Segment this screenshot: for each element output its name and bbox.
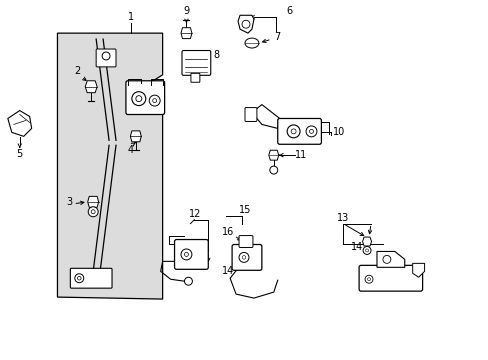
Circle shape [305, 126, 316, 137]
Text: 9: 9 [183, 6, 189, 16]
Circle shape [290, 129, 296, 134]
FancyBboxPatch shape [277, 118, 321, 144]
FancyBboxPatch shape [96, 49, 116, 67]
Circle shape [286, 125, 300, 138]
FancyBboxPatch shape [190, 73, 200, 82]
Ellipse shape [244, 38, 258, 48]
Circle shape [239, 252, 248, 262]
Text: 15: 15 [238, 205, 251, 215]
Polygon shape [87, 196, 99, 207]
FancyBboxPatch shape [70, 268, 112, 288]
Circle shape [91, 210, 95, 214]
FancyBboxPatch shape [182, 50, 210, 75]
Polygon shape [412, 264, 424, 277]
Text: 10: 10 [332, 127, 345, 138]
FancyBboxPatch shape [174, 239, 208, 269]
Circle shape [149, 95, 160, 106]
Text: 5: 5 [17, 149, 23, 159]
Polygon shape [251, 105, 279, 129]
Polygon shape [268, 150, 278, 160]
Circle shape [88, 207, 98, 217]
Circle shape [184, 252, 188, 256]
FancyBboxPatch shape [244, 108, 256, 121]
Text: 6: 6 [286, 6, 292, 16]
Text: 8: 8 [213, 50, 219, 60]
FancyBboxPatch shape [239, 235, 252, 247]
Circle shape [269, 166, 277, 174]
Circle shape [152, 99, 156, 103]
Text: 7: 7 [274, 32, 280, 42]
Circle shape [367, 278, 370, 281]
Circle shape [184, 277, 192, 285]
Text: 13: 13 [336, 213, 348, 223]
Text: 16: 16 [222, 226, 234, 237]
FancyBboxPatch shape [126, 81, 164, 114]
Polygon shape [130, 131, 141, 142]
Polygon shape [8, 111, 32, 136]
Text: 14: 14 [350, 243, 363, 252]
Text: 4: 4 [127, 145, 134, 155]
Text: 2: 2 [74, 66, 80, 76]
Circle shape [102, 52, 110, 60]
Circle shape [309, 129, 313, 133]
Text: 3: 3 [66, 197, 72, 207]
Circle shape [181, 249, 191, 260]
Circle shape [365, 249, 368, 252]
Polygon shape [376, 251, 404, 267]
Circle shape [382, 255, 390, 264]
Circle shape [136, 96, 142, 102]
Circle shape [132, 92, 145, 105]
Circle shape [242, 256, 245, 259]
FancyBboxPatch shape [232, 244, 262, 270]
Text: 1: 1 [127, 12, 134, 22]
Polygon shape [57, 33, 163, 299]
Polygon shape [181, 28, 191, 39]
Circle shape [242, 20, 249, 28]
Text: 14: 14 [222, 266, 234, 276]
Circle shape [362, 247, 370, 255]
Circle shape [77, 276, 81, 280]
Polygon shape [85, 81, 97, 93]
FancyBboxPatch shape [358, 265, 422, 291]
Polygon shape [362, 237, 371, 246]
Polygon shape [238, 15, 253, 33]
Circle shape [75, 274, 83, 283]
Text: 12: 12 [189, 209, 201, 219]
Text: 11: 11 [295, 150, 307, 160]
Circle shape [365, 275, 372, 283]
